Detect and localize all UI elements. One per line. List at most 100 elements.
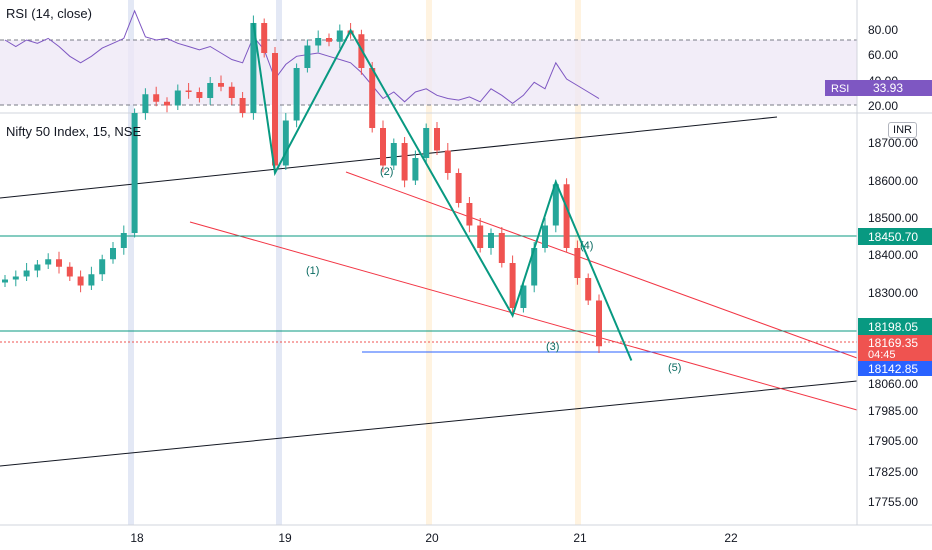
candle-body (56, 259, 62, 267)
candle-body (239, 98, 246, 113)
candle-body (131, 113, 138, 233)
candle-body (34, 264, 41, 271)
currency-button[interactable]: INR (888, 122, 917, 138)
candle-body (444, 150, 451, 173)
price-tag-18198-text: 18198.05 (868, 320, 918, 334)
price-tag-18450-text: 18450.70 (868, 230, 918, 244)
upper-trendline (0, 116, 778, 199)
candle-body (228, 86, 235, 98)
candle-body (293, 68, 300, 121)
candle-body (509, 263, 516, 308)
elliott-wave-path (252, 22, 633, 361)
candle-body (250, 23, 257, 113)
rsi-pane (0, 9, 932, 114)
price-tag-last-text: 18169.35 (868, 336, 918, 350)
candle-body (23, 270, 30, 277)
chart-title: Nifty 50 Index, 15, NSE (6, 124, 142, 139)
price-tag-target (858, 361, 932, 376)
candle-body (88, 274, 95, 286)
candle-body (261, 23, 268, 53)
candle-body (12, 276, 19, 280)
session-band-18 (128, 0, 134, 525)
price-tick-17755: 17755.00 (868, 495, 918, 509)
price-tick-18300: 18300.00 (868, 286, 918, 300)
candle-body (66, 266, 73, 277)
candle-body (164, 101, 170, 106)
time-tick-21: 21 (573, 531, 587, 545)
candle-body (574, 248, 581, 278)
candle-body (369, 68, 376, 128)
price-tick-18700: 18700.00 (868, 136, 918, 150)
price-tag-18198 (858, 318, 932, 335)
price-tick-18600: 18600.00 (868, 174, 918, 188)
candle-body (315, 38, 322, 46)
channel-upper-line (345, 171, 858, 359)
price-scale[interactable]: 80.00 60.00 40.00 20.00 RSI 33.93 18700.… (825, 0, 932, 525)
price-tick-18060: 18060.00 (868, 377, 918, 391)
rsi-badge-value: 33.93 (873, 81, 903, 95)
time-axis[interactable]: 18 19 20 21 22 (0, 524, 932, 545)
candle-body (110, 248, 116, 260)
candle-body (477, 225, 484, 248)
candle-body (142, 94, 149, 113)
session-band-20 (426, 0, 432, 525)
rsi-scale-80: 80.00 (868, 23, 898, 37)
candle-body (282, 120, 289, 166)
candle-body (401, 143, 408, 181)
candle-body (390, 143, 397, 166)
candle-body (542, 225, 548, 248)
price-tick-17985: 17985.00 (868, 404, 918, 418)
candle-body (185, 90, 192, 92)
price-tag-countdown: 04:45 (868, 349, 896, 361)
candle-body (455, 173, 462, 203)
rsi-band (0, 40, 857, 105)
candle-body (552, 184, 559, 226)
candle-body (272, 53, 278, 166)
candle-body (498, 233, 505, 263)
candle-body (596, 300, 602, 347)
candle-body (218, 83, 224, 87)
price-tag-target-text: 18142.85 (868, 362, 918, 376)
price-tag-18450 (858, 228, 932, 245)
candle-body (326, 38, 332, 42)
candle-body (531, 248, 538, 286)
price-tick-18500: 18500.00 (868, 211, 918, 225)
lower-trendline (0, 380, 858, 467)
rsi-title: RSI (14, close) (6, 6, 92, 21)
candle-body (466, 203, 473, 226)
candle-body (434, 128, 440, 151)
main-pane: (1) (2) (3) (4) (5) (0, 15, 858, 467)
wave-label-1: (1) (306, 265, 319, 277)
rsi-badge-label: RSI (831, 83, 849, 95)
candle-body (520, 285, 527, 308)
candle-body (99, 259, 106, 275)
rsi-scale-60: 60.00 (868, 48, 898, 62)
price-tick-17905: 17905.00 (868, 434, 918, 448)
candle-body (196, 92, 203, 98)
wave-label-5: (5) (668, 362, 681, 374)
wave-label-4: (4) (580, 240, 593, 252)
time-tick-22: 22 (724, 531, 738, 545)
candle-body (207, 83, 214, 98)
wave-label-3: (3) (546, 341, 559, 353)
candle-body (2, 279, 8, 283)
candle-body (563, 184, 570, 248)
candle-body (120, 233, 127, 248)
candle-body (304, 45, 311, 68)
wave-label-2: (2) (380, 166, 393, 178)
rsi-line (4, 9, 600, 105)
channel-lower-line (189, 221, 858, 411)
session-band-19 (276, 0, 282, 525)
candle-body (380, 128, 386, 166)
candle-body (423, 128, 430, 158)
rsi-scale-20: 20.00 (868, 99, 898, 113)
candle-body (174, 90, 181, 106)
rsi-badge (825, 80, 932, 96)
time-tick-20: 20 (425, 531, 439, 545)
candle-body (412, 158, 419, 181)
time-tick-18: 18 (130, 531, 144, 545)
time-tick-19: 19 (278, 531, 292, 545)
candle-body (153, 94, 160, 102)
candles (2, 15, 602, 353)
candle-body (336, 30, 343, 42)
